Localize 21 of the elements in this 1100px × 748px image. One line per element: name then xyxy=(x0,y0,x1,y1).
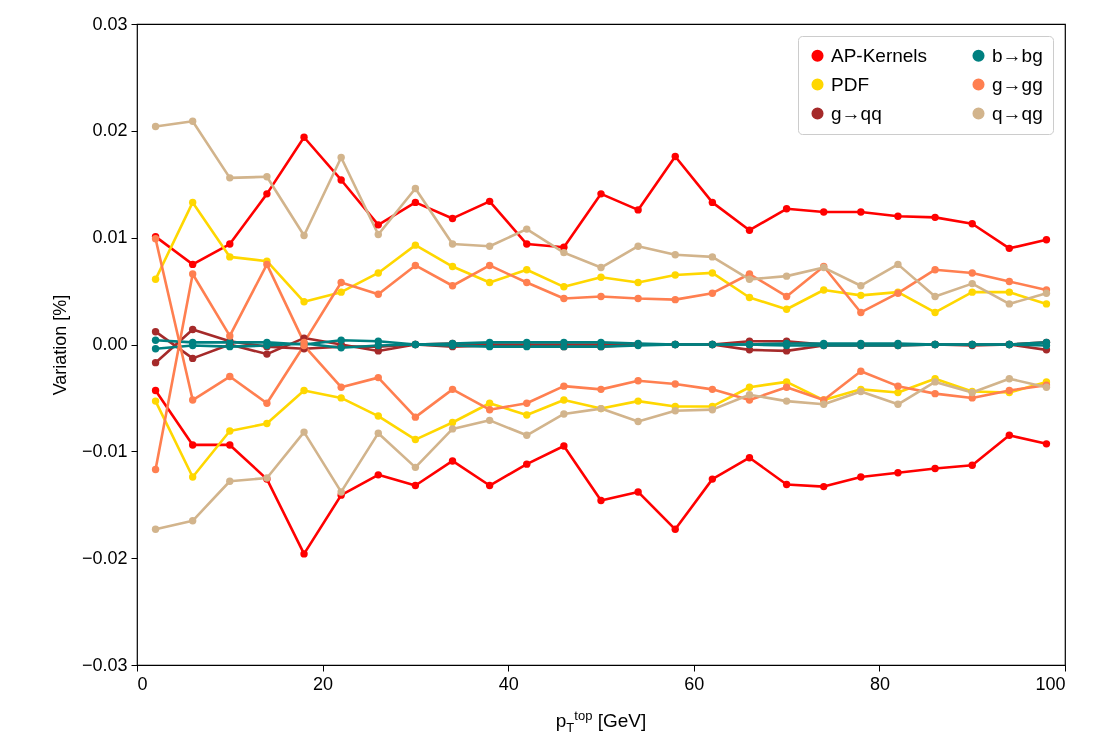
x-tick-label: 100 xyxy=(1035,673,1066,694)
legend-label: PDF xyxy=(831,73,869,95)
y-tick-label: −0.03 xyxy=(81,654,128,675)
x-tick-label: 40 xyxy=(498,673,519,694)
legend-label: AP-Kernels xyxy=(831,44,928,66)
x-axis-title: p$_{T}$$^{top}$ [GeV] xyxy=(554,708,648,736)
legend-label: b→bg xyxy=(992,44,1043,66)
x-tick-label: 80 xyxy=(869,673,890,694)
y-tick-label: −0.02 xyxy=(81,547,128,568)
y-tick-label: 0.03 xyxy=(92,13,128,34)
legend-label: g→gg xyxy=(992,73,1043,95)
x-tick-label: 20 xyxy=(313,673,334,694)
legend-label: g→qq xyxy=(831,102,882,124)
y-tick-label: 0.00 xyxy=(92,334,128,354)
y-tick-label: 0.01 xyxy=(92,227,128,248)
y-axis-title: Variation [%] xyxy=(49,294,70,396)
x-tick-label: 60 xyxy=(684,673,705,694)
legend-label: q→qg xyxy=(992,102,1043,124)
y-tick-label: −0.01 xyxy=(81,440,128,461)
y-tick-label: 0.02 xyxy=(92,120,128,141)
x-tick-label: 0 xyxy=(137,673,148,694)
